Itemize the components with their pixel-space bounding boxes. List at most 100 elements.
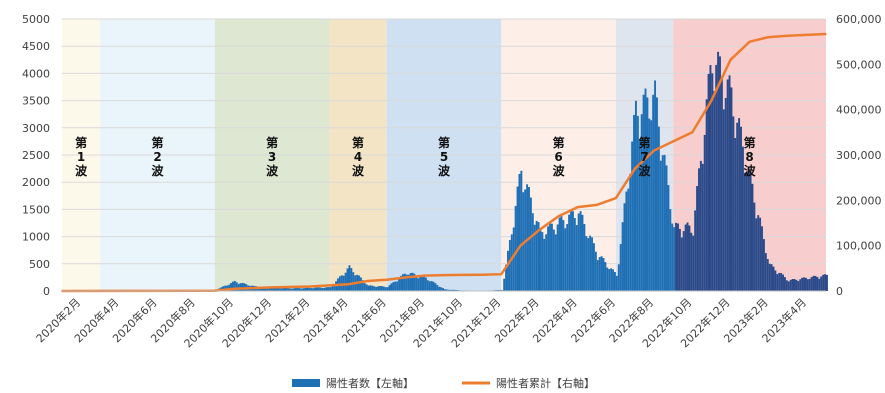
legend-bar-label: 陽性者数【左軸】 xyxy=(326,376,414,390)
daily-cases-bar xyxy=(537,222,540,291)
daily-cases-bar xyxy=(709,64,712,291)
daily-cases-bar xyxy=(627,188,630,291)
daily-cases-bar xyxy=(293,288,296,291)
y-right-tick-label: 300,000 xyxy=(836,149,882,162)
daily-cases-bar xyxy=(600,256,603,291)
daily-cases-bar xyxy=(445,289,448,291)
daily-cases-bar xyxy=(367,285,370,291)
daily-cases-bar xyxy=(564,228,567,291)
daily-cases-bar xyxy=(719,56,721,291)
wave-label-char: 波 xyxy=(266,163,279,178)
daily-cases-bar xyxy=(274,287,276,291)
daily-cases-bar xyxy=(799,279,802,291)
daily-cases-bar xyxy=(526,184,529,291)
daily-cases-bar xyxy=(314,287,317,291)
cumulative-point xyxy=(748,40,751,43)
daily-cases-bar xyxy=(545,234,548,291)
daily-cases-bar xyxy=(787,281,790,291)
daily-cases-bar xyxy=(401,274,404,291)
daily-cases-bar xyxy=(677,223,679,291)
daily-cases-bar xyxy=(421,275,423,291)
daily-cases-bar xyxy=(625,191,628,291)
cumulative-point xyxy=(576,206,579,208)
daily-cases-bar xyxy=(285,287,288,291)
cumulative-point xyxy=(538,229,541,231)
daily-cases-bar xyxy=(722,109,725,291)
daily-cases-bar xyxy=(390,283,393,291)
daily-cases-bar xyxy=(270,288,273,291)
daily-cases-bar xyxy=(310,288,313,291)
daily-cases-bar xyxy=(268,287,271,291)
daily-cases-bar xyxy=(302,288,305,291)
daily-cases-bar xyxy=(348,265,351,291)
daily-cases-bar xyxy=(659,160,662,291)
daily-cases-bar xyxy=(415,275,418,291)
daily-cases-bar xyxy=(505,264,508,291)
daily-cases-bar xyxy=(810,276,813,291)
wave-label-char: 第 xyxy=(266,135,278,150)
daily-cases-bar xyxy=(726,79,729,292)
daily-cases-bar xyxy=(258,287,261,291)
wave-label-char: 波 xyxy=(744,163,757,178)
y-right-tick-label: 0 xyxy=(836,285,843,298)
daily-cases-bar xyxy=(814,275,817,291)
wave-label-char: 第 xyxy=(553,135,565,150)
daily-cases-bar xyxy=(531,213,534,291)
daily-cases-bar xyxy=(657,126,660,291)
y-left-tick-label: 500 xyxy=(29,258,50,271)
daily-cases-bar xyxy=(696,186,699,291)
daily-cases-bar xyxy=(319,287,322,291)
daily-cases-bar xyxy=(516,186,519,291)
daily-cases-bar xyxy=(570,209,572,291)
daily-cases-bar xyxy=(392,282,395,291)
daily-cases-bar xyxy=(398,278,401,291)
daily-cases-bar xyxy=(806,279,809,291)
daily-cases-bar xyxy=(365,284,368,291)
daily-cases-bar xyxy=(730,87,733,291)
wave-label-char: 第 xyxy=(639,135,651,150)
daily-cases-bar xyxy=(426,280,429,291)
daily-cases-bar xyxy=(598,257,601,291)
daily-cases-bar xyxy=(803,277,805,291)
cumulative-point xyxy=(385,278,388,281)
daily-cases-bar xyxy=(734,137,737,291)
daily-cases-bar xyxy=(585,236,588,291)
daily-cases-bar xyxy=(304,287,307,291)
daily-cases-bar xyxy=(648,118,651,291)
daily-cases-bar xyxy=(346,268,349,291)
daily-cases-bar xyxy=(623,203,626,291)
daily-cases-bar xyxy=(541,232,544,291)
cumulative-point xyxy=(596,204,598,206)
daily-cases-bar xyxy=(396,281,399,291)
daily-cases-bar xyxy=(277,288,280,291)
daily-cases-bar xyxy=(654,80,657,292)
daily-cases-bar xyxy=(635,100,637,291)
daily-cases-bar xyxy=(573,218,576,291)
daily-cases-bar xyxy=(444,289,446,291)
daily-cases-bar xyxy=(747,167,750,291)
daily-cases-bar xyxy=(801,277,804,291)
daily-cases-bar xyxy=(656,97,658,291)
cumulative-point xyxy=(653,149,655,152)
daily-cases-bar xyxy=(684,224,687,291)
daily-cases-bar xyxy=(371,285,374,291)
daily-cases-bar xyxy=(596,260,599,291)
cumulative-point xyxy=(825,33,827,35)
y-left-tick-label: 2500 xyxy=(22,149,50,162)
cumulative-point xyxy=(557,215,560,217)
wave-labels: 第 1 波第 2 波第 3 波第 4 波第 5 波第 6 波第 7 波第 8 波 xyxy=(75,135,757,178)
y-left-tick-label: 3000 xyxy=(22,122,50,135)
daily-cases-bar xyxy=(291,288,294,291)
daily-cases-bar xyxy=(503,278,506,291)
daily-cases-bar xyxy=(413,273,416,291)
daily-cases-bar xyxy=(344,272,347,291)
daily-cases-bar xyxy=(281,288,284,291)
daily-cases-bar xyxy=(575,225,578,291)
daily-cases-bar xyxy=(741,146,744,291)
daily-cases-bar xyxy=(577,213,580,291)
daily-cases-bar xyxy=(728,75,731,291)
